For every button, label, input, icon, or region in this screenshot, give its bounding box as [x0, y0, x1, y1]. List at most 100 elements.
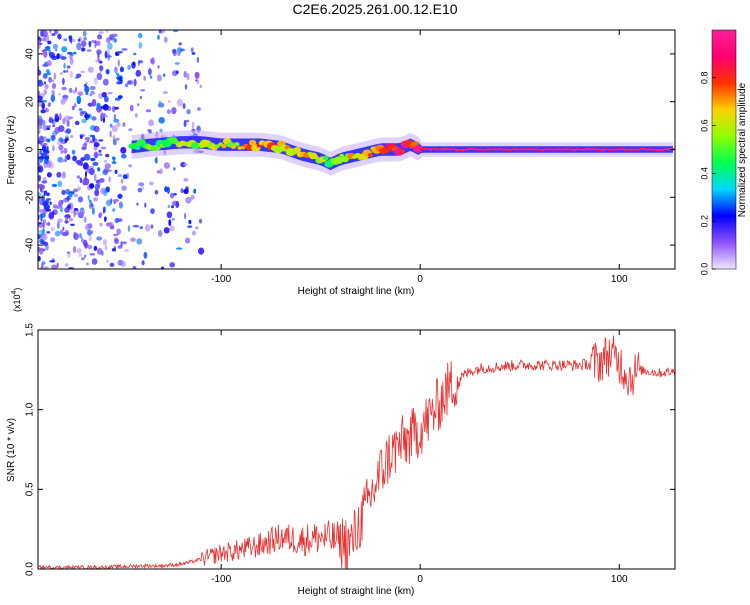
noise-blob: [42, 142, 48, 146]
noise-blob: [80, 70, 85, 74]
noise-blob: [77, 38, 81, 42]
noise-blob: [66, 154, 71, 161]
spectrogram-x-axis: -100 0 100: [211, 30, 628, 285]
noise-blob: [38, 118, 43, 126]
noise-blob: [117, 193, 123, 199]
ridge-blob: [411, 141, 419, 147]
noise-blob: [168, 219, 172, 227]
noise-blob: [122, 241, 127, 245]
noise-blob: [61, 232, 68, 237]
noise-blob: [191, 121, 195, 129]
noise-blob: [183, 70, 187, 78]
noise-blob: [198, 247, 205, 255]
noise-blob: [60, 98, 66, 105]
noise-blob: [68, 87, 73, 94]
ridge-blob: [367, 152, 374, 158]
noise-blob: [81, 118, 87, 124]
spectrogram-ridge: [128, 130, 675, 176]
noise-blob: [99, 222, 103, 227]
noise-blob: [63, 38, 68, 42]
noise-blob: [193, 188, 197, 194]
noise-blob: [38, 183, 44, 189]
colorbar-label: Normalized spectral amplitude: [737, 82, 748, 217]
noise-blob: [167, 204, 170, 209]
noise-blob: [47, 40, 52, 45]
noise-blob: [97, 34, 103, 40]
noise-blob: [139, 226, 143, 230]
spectrogram-y-tick-label: -20: [25, 190, 36, 205]
noise-blob: [82, 143, 87, 150]
noise-blob: [177, 51, 181, 57]
noise-blob: [130, 80, 135, 85]
noise-blob: [97, 167, 101, 172]
spectrogram-y-tick-label: -40: [25, 237, 36, 252]
snr-x-axis: -100 0 100: [211, 330, 628, 585]
colorbar-tick-label: 0.4: [699, 167, 709, 180]
noise-blob: [40, 109, 46, 114]
noise-blob: [52, 124, 56, 128]
noise-blob: [89, 183, 95, 189]
ridge-blob: [221, 144, 227, 149]
noise-blob: [182, 103, 186, 109]
noise-blob: [68, 192, 73, 198]
noise-blob: [54, 230, 61, 237]
noise-blob: [157, 65, 160, 69]
noise-blob: [144, 202, 147, 208]
noise-blob: [103, 159, 108, 163]
noise-blob: [73, 51, 77, 55]
noise-blob: [43, 72, 48, 76]
colorbar-tick-label: 0.2: [699, 215, 709, 228]
noise-blob: [163, 162, 170, 169]
noise-blob: [113, 233, 119, 237]
noise-blob: [79, 110, 84, 117]
noise-blob: [107, 91, 113, 95]
noise-blob: [38, 138, 44, 141]
noise-blob: [38, 175, 41, 182]
noise-blob: [77, 162, 84, 166]
noise-blob: [96, 102, 101, 109]
noise-blob: [83, 216, 87, 223]
noise-blob: [136, 238, 143, 245]
noise-blob: [86, 49, 92, 52]
noise-blob: [88, 167, 95, 176]
noise-blob: [61, 86, 67, 91]
noise-blob: [93, 245, 98, 251]
noise-blob: [81, 257, 85, 261]
colorbar-tick-label: 0.8: [699, 72, 709, 85]
noise-blob: [138, 182, 145, 187]
noise-blob: [106, 259, 109, 263]
noise-blob: [91, 99, 97, 107]
noise-blob: [156, 74, 162, 82]
noise-blob: [96, 72, 103, 81]
noise-blob: [74, 76, 79, 79]
noise-blob: [45, 198, 51, 201]
noise-blob: [60, 138, 67, 145]
noise-blob: [39, 197, 42, 206]
noise-blob: [61, 189, 66, 195]
colorbar-ticks: 0.0 0.2 0.4 0.6 0.8: [699, 72, 716, 275]
noise-blob: [78, 253, 83, 257]
noise-blob: [196, 56, 200, 63]
noise-blob: [107, 42, 113, 50]
noise-blob: [76, 95, 82, 103]
noise-blob: [115, 72, 119, 76]
noise-blob: [87, 244, 93, 250]
noise-blob: [47, 221, 50, 227]
noise-blob: [73, 208, 79, 211]
noise-blob: [64, 207, 70, 213]
spectrogram-noise-region: [38, 30, 205, 269]
noise-blob: [60, 150, 64, 154]
snr-plot-area: [38, 330, 675, 569]
noise-blob: [100, 146, 107, 150]
noise-blob: [40, 143, 44, 147]
noise-blob: [46, 125, 51, 129]
noise-blob: [43, 89, 48, 95]
ridge-blob: [248, 139, 257, 146]
noise-blob: [51, 183, 58, 188]
noise-blob: [136, 202, 139, 206]
noise-blob: [77, 196, 84, 203]
noise-blob: [43, 190, 48, 194]
noise-blob: [112, 33, 118, 37]
noise-blob: [83, 83, 88, 88]
snr-y-multiplier: (x104): [11, 288, 22, 312]
